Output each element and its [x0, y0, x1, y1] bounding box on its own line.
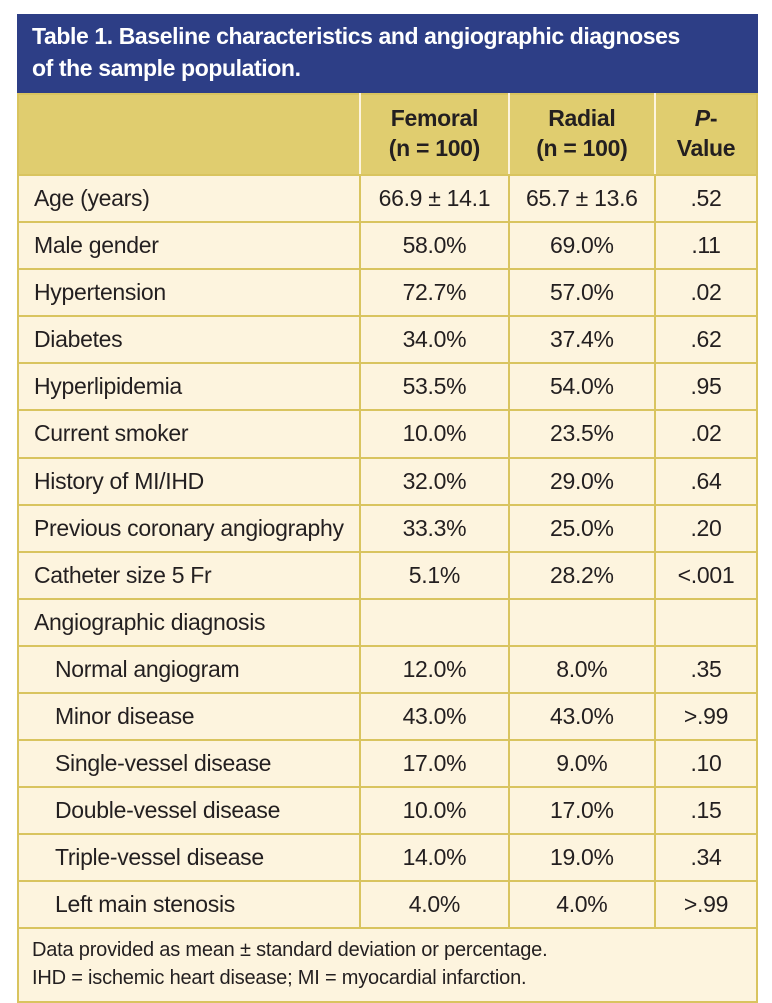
radial-value: 25.0% — [507, 503, 657, 553]
femoral-value: 4.0% — [359, 879, 510, 930]
radial-value: 28.2% — [507, 550, 657, 600]
radial-value: 43.0% — [507, 691, 657, 741]
radial-value: 9.0% — [507, 738, 657, 788]
p-value: .20 — [654, 503, 758, 553]
table-row: Double-vessel disease 10.0% 17.0% .15 — [16, 785, 758, 835]
column-header-row: Femoral (n = 100) Radial (n = 100) P- Value — [18, 94, 757, 177]
radial-value: 69.0% — [507, 221, 657, 271]
femoral-value: 14.0% — [359, 832, 510, 882]
row-label: Hyperlipidemia — [16, 362, 362, 412]
femoral-value: 72.7% — [359, 268, 510, 318]
footnote-line2: IHD = ischemic heart disease; MI = myoca… — [32, 967, 527, 990]
femoral-value: 66.9 ± 14.1 — [359, 174, 510, 224]
table-row: History of MI/IHD 32.0% 29.0% .64 — [16, 456, 758, 506]
row-label: Previous coronary angiography — [16, 503, 362, 553]
femoral-value: 10.0% — [359, 785, 510, 835]
table-row: Age (years) 66.9 ± 14.1 65.7 ± 13.6 .52 — [16, 174, 758, 224]
p-value: .11 — [654, 221, 758, 271]
p-value: .35 — [654, 644, 758, 694]
row-label: Minor disease — [16, 691, 362, 741]
table-row: Male gender 58.0% 69.0% .11 — [16, 221, 758, 271]
p-value: .10 — [654, 738, 758, 788]
radial-value: 37.4% — [507, 315, 657, 365]
section-label: Angiographic diagnosis — [16, 597, 362, 647]
row-label: Age (years) — [16, 174, 362, 224]
femoral-value: 5.1% — [359, 550, 510, 600]
femoral-value: 17.0% — [359, 738, 510, 788]
p-value: .34 — [654, 832, 758, 882]
table-row: Catheter size 5 Fr 5.1% 28.2% <.001 — [16, 550, 758, 600]
table-row: Diabetes 34.0% 37.4% .62 — [16, 315, 758, 365]
femoral-value: 53.5% — [359, 362, 510, 412]
row-label: Single-vessel disease — [16, 738, 362, 788]
row-label: Normal angiogram — [16, 644, 362, 694]
femoral-value — [359, 597, 510, 647]
table-row: Normal angiogram 12.0% 8.0% .35 — [16, 644, 758, 694]
p-value: .02 — [654, 268, 758, 318]
table-row: Hyperlipidemia 53.5% 54.0% .95 — [16, 362, 758, 412]
radial-value: 8.0% — [507, 644, 657, 694]
col-header-femoral: Femoral (n = 100) — [359, 94, 509, 177]
table-row: Current smoker 10.0% 23.5% .02 — [16, 409, 758, 459]
femoral-value: 32.0% — [359, 456, 510, 506]
row-label: Triple-vessel disease — [16, 832, 362, 882]
table-section-row: Angiographic diagnosis — [16, 597, 758, 647]
radial-value: 4.0% — [507, 879, 657, 930]
femoral-value: 43.0% — [359, 691, 510, 741]
footnote-row: Data provided as mean ± standard deviati… — [17, 927, 758, 1003]
radial-value: 19.0% — [507, 832, 657, 882]
femoral-value: 33.3% — [359, 503, 510, 553]
row-label: Catheter size 5 Fr — [16, 550, 362, 600]
p-value: .64 — [654, 456, 758, 506]
p-value — [654, 597, 758, 647]
p-value: .52 — [654, 174, 758, 224]
table-row: Minor disease 43.0% 43.0% >.99 — [16, 691, 758, 741]
table-row: Left main stenosis 4.0% 4.0% >.99 — [16, 879, 758, 930]
radial-value: 54.0% — [507, 362, 657, 412]
p-value: >.99 — [654, 879, 758, 930]
radial-value: 57.0% — [507, 268, 657, 318]
col-header-empty — [18, 94, 361, 177]
row-label: Hypertension — [16, 268, 362, 318]
table-title-band: Table 1. Baseline characteristics and an… — [17, 14, 758, 94]
table-title-line2: of the sample population. — [32, 54, 301, 81]
p-value: .15 — [654, 785, 758, 835]
footnote-line1: Data provided as mean ± standard deviati… — [32, 939, 548, 961]
table-title-line1: Table 1. Baseline characteristics and an… — [32, 23, 680, 49]
p-value: .62 — [654, 315, 758, 365]
p-value: .95 — [654, 362, 758, 412]
col-header-pvalue: P- Value — [654, 94, 757, 177]
radial-value: 23.5% — [507, 409, 657, 459]
row-label: Left main stenosis — [16, 879, 362, 930]
p-value: <.001 — [654, 550, 758, 600]
radial-value: 17.0% — [507, 785, 657, 835]
baseline-characteristics-table: Femoral (n = 100) Radial (n = 100) P- Value… — [16, 93, 758, 1003]
femoral-value: 12.0% — [359, 644, 510, 694]
col-header-radial: Radial (n = 100) — [507, 94, 655, 177]
row-label: Diabetes — [16, 315, 362, 365]
table-row: Previous coronary angiography 33.3% 25.0… — [16, 503, 758, 553]
table-footnote: Data provided as mean ± standard deviati… — [17, 927, 758, 1003]
row-label: Current smoker — [16, 409, 362, 459]
radial-value — [507, 597, 657, 647]
p-value: .02 — [654, 409, 758, 459]
femoral-value: 10.0% — [359, 409, 510, 459]
table-row: Hypertension 72.7% 57.0% .02 — [16, 268, 758, 318]
radial-value: 29.0% — [507, 456, 657, 506]
femoral-value: 34.0% — [359, 315, 510, 365]
row-label: Double-vessel disease — [16, 785, 362, 835]
p-value: >.99 — [654, 691, 758, 741]
table-row: Triple-vessel disease 14.0% 19.0% .34 — [16, 832, 758, 882]
radial-value: 65.7 ± 13.6 — [507, 174, 657, 224]
row-label: History of MI/IHD — [16, 456, 362, 506]
table-row: Single-vessel disease 17.0% 9.0% .10 — [16, 738, 758, 788]
femoral-value: 58.0% — [359, 221, 510, 271]
row-label: Male gender — [16, 221, 362, 271]
table-card: Table 1. Baseline characteristics and an… — [16, 14, 758, 1003]
